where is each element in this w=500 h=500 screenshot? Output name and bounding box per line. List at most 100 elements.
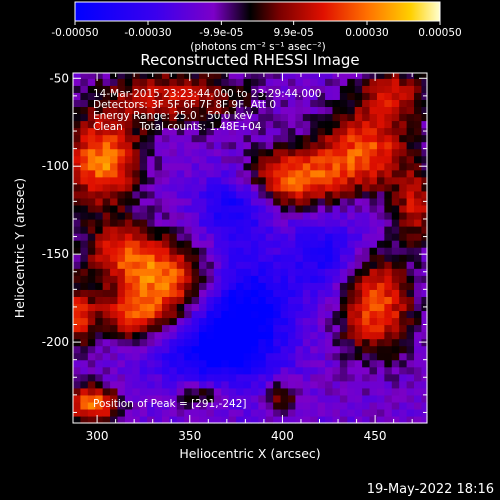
heatmap-cell <box>110 289 119 297</box>
heatmap-cell <box>250 415 259 424</box>
heatmap-cell <box>110 148 119 157</box>
heatmap-cell <box>414 296 423 305</box>
heatmap-cell <box>332 247 341 255</box>
heatmap-cell <box>206 204 215 213</box>
heatmap-cell <box>332 218 341 227</box>
heatmap-cell <box>117 148 126 157</box>
heatmap-cell <box>347 296 356 305</box>
heatmap-cell <box>87 359 96 368</box>
heatmap-cell <box>184 92 193 100</box>
heatmap-cell <box>191 247 200 255</box>
heatmap-cell <box>384 183 393 192</box>
heatmap-cell <box>213 204 222 213</box>
heatmap-cell <box>124 310 133 319</box>
heatmap-cell <box>362 162 371 171</box>
heatmap-cell <box>369 85 378 93</box>
heatmap-cell <box>421 296 428 305</box>
heatmap-cell <box>295 190 304 199</box>
heatmap-cell <box>184 282 193 290</box>
heatmap-cell <box>117 394 126 403</box>
heatmap-cell <box>132 113 141 122</box>
heatmap-cell <box>414 380 423 389</box>
heatmap-cell <box>302 92 311 100</box>
heatmap-cell <box>228 169 237 178</box>
heatmap-cell <box>169 169 178 178</box>
heatmap-cell <box>161 169 170 178</box>
heatmap-cell <box>199 240 208 248</box>
chart-title: Reconstructed RHESSI Image <box>140 51 360 69</box>
heatmap-cell <box>87 141 96 150</box>
heatmap-cell <box>191 289 200 297</box>
heatmap-cell <box>199 380 208 389</box>
heatmap-cell <box>191 401 200 410</box>
heatmap-cell <box>325 296 334 305</box>
heatmap-cell <box>258 211 267 220</box>
heatmap-cell <box>154 338 163 347</box>
heatmap-cell <box>302 240 311 248</box>
heatmap-cell <box>132 359 141 368</box>
heatmap-cell <box>176 359 185 368</box>
heatmap-cell <box>73 289 82 297</box>
heatmap-cell <box>87 85 96 93</box>
heatmap-cell <box>154 380 163 389</box>
heatmap-cell <box>295 310 304 319</box>
heatmap-cell <box>147 380 156 389</box>
heatmap-cell <box>124 226 133 234</box>
heatmap-cell <box>376 240 385 248</box>
heatmap-cell <box>80 247 89 255</box>
heatmap-cell <box>169 113 178 122</box>
heatmap-cell <box>124 338 133 347</box>
heatmap-cell <box>332 366 341 375</box>
heatmap-cell <box>221 317 230 326</box>
heatmap-cell <box>414 366 423 375</box>
heatmap-cell <box>280 331 289 340</box>
heatmap-cell <box>221 218 230 227</box>
heatmap-cell <box>80 190 89 199</box>
heatmap-cell <box>295 183 304 192</box>
heatmap-cell <box>354 106 363 115</box>
heatmap-cell <box>265 169 274 178</box>
heatmap-cell <box>384 401 393 410</box>
heatmap-cell <box>258 99 267 108</box>
heatmap-cell <box>95 254 104 262</box>
heatmap-cell <box>199 113 208 122</box>
heatmap-cell <box>117 247 126 255</box>
heatmap-cell <box>376 317 385 326</box>
heatmap-cell <box>325 78 334 86</box>
heatmap-cell <box>87 169 96 178</box>
heatmap-cell <box>80 204 89 213</box>
heatmap-cell <box>176 92 185 100</box>
heatmap-cell <box>258 233 267 241</box>
heatmap-cell <box>132 289 141 297</box>
heatmap-cell <box>73 176 82 185</box>
heatmap-cell <box>310 310 319 319</box>
heatmap-cell <box>399 218 408 227</box>
heatmap-cell <box>213 190 222 199</box>
heatmap-cell <box>236 324 245 333</box>
heatmap-cell <box>73 240 82 248</box>
heatmap-cell <box>228 226 237 234</box>
heatmap-cell <box>332 331 341 340</box>
heatmap-cell <box>280 78 289 86</box>
heatmap-cell <box>399 197 408 206</box>
heatmap-cell <box>95 345 104 354</box>
heatmap-cell <box>391 394 400 403</box>
heatmap-cell <box>80 275 89 283</box>
heatmap-cell <box>124 141 133 150</box>
heatmap-cell <box>117 190 126 199</box>
heatmap-cells <box>73 73 428 424</box>
heatmap-cell <box>332 204 341 213</box>
heatmap-cell <box>176 183 185 192</box>
heatmap-cell <box>332 387 341 396</box>
heatmap-cell <box>406 162 415 171</box>
heatmap-cell <box>191 296 200 305</box>
heatmap-cell <box>406 190 415 199</box>
heatmap-cell <box>184 415 193 424</box>
heatmap-cell <box>258 176 267 185</box>
heatmap-cell <box>176 394 185 403</box>
heatmap-cell <box>73 127 82 136</box>
heatmap-cell <box>206 261 215 269</box>
heatmap-cell <box>95 296 104 305</box>
heatmap-cell <box>206 373 215 382</box>
heatmap-cell <box>265 162 274 171</box>
